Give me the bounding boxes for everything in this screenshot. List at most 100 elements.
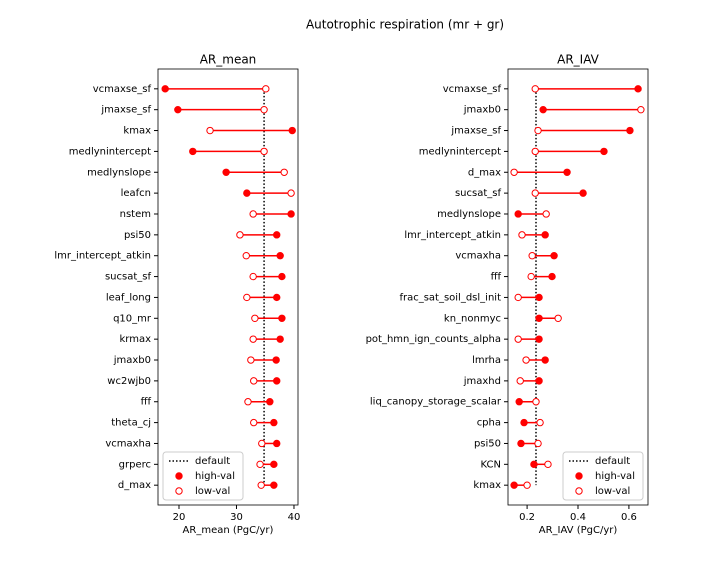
high-val-point <box>510 481 518 489</box>
y-tick-label: lmr_intercept_atkin <box>404 230 501 241</box>
low-val-point <box>236 231 244 239</box>
y-tick-label: pot_hmn_ign_counts_alpha <box>366 334 501 345</box>
low-val-point <box>532 398 540 406</box>
y-tick-label: kn_nonmyc <box>444 313 501 324</box>
low-val-point <box>242 252 250 260</box>
high-val-point <box>161 85 169 93</box>
low-val-point <box>554 314 562 322</box>
low-val-point <box>260 147 268 156</box>
y-tick-label: fff <box>491 272 502 283</box>
y-tick-label: medlynslope <box>437 209 501 220</box>
y-tick-label: liq_canopy_storage_scalar <box>370 397 502 408</box>
high-val-point <box>222 168 230 176</box>
high-val-point <box>535 335 543 343</box>
high-val-point <box>243 189 251 197</box>
low-val-point <box>251 314 259 322</box>
legend-label: default <box>195 456 230 467</box>
low-val-point <box>243 293 251 302</box>
high-val-point <box>272 356 280 364</box>
low-val-point <box>514 293 522 302</box>
low-val-point <box>249 210 257 218</box>
legend-box <box>162 451 244 501</box>
low-val-point <box>258 439 266 448</box>
x-tick-label: 0.2 <box>519 512 535 523</box>
low-val-point <box>280 168 288 176</box>
y-tick-label: psi50 <box>474 438 501 449</box>
high-val-point <box>535 293 543 302</box>
y-tick-label: lmrha <box>472 355 501 366</box>
low-val-point <box>523 481 531 489</box>
low-val-point <box>544 460 552 469</box>
y-tick-label: d_max <box>118 480 151 491</box>
high-val-point <box>189 147 197 156</box>
low-val-point <box>516 377 524 385</box>
high-val-point <box>273 231 281 239</box>
high-val-point <box>278 314 286 322</box>
low-val-point <box>510 168 518 176</box>
low-val-point <box>249 335 257 343</box>
x-axis-label: AR_mean (PgC/yr) <box>183 525 274 536</box>
high-val-point <box>579 189 587 197</box>
high-val-point <box>276 252 284 260</box>
y-tick-label: d_max <box>468 167 501 178</box>
high-val-point <box>270 418 278 427</box>
y-tick-label: fff <box>141 397 152 408</box>
y-tick-label: vcmaxse_sf <box>443 84 502 95</box>
y-tick-label: sucsat_sf <box>105 272 152 283</box>
y-tick-label: vcmaxha <box>455 251 501 262</box>
y-tick-label: medlynslope <box>87 167 151 178</box>
y-tick-label: grperc <box>119 459 151 470</box>
high-val-point <box>634 85 642 93</box>
low-val-point <box>514 335 522 343</box>
axes-frame <box>507 68 649 506</box>
y-tick-label: sucsat_sf <box>455 188 502 199</box>
high-val-point <box>541 231 549 239</box>
high-val-point <box>600 147 608 156</box>
high-val-point <box>273 439 281 448</box>
y-tick-label: vcmaxha <box>105 438 151 449</box>
y-tick-label: medlynintercept <box>69 146 151 157</box>
low-val-point <box>249 272 257 281</box>
low-val-point <box>531 147 539 156</box>
low-val-point <box>206 126 214 135</box>
high-val-point <box>266 398 274 406</box>
x-tick-label: 0.6 <box>621 512 637 523</box>
low-val-point <box>534 126 542 135</box>
legend-label: high-val <box>195 471 235 482</box>
high-val-point <box>563 168 571 176</box>
high-val-point <box>514 210 522 218</box>
legend-label: default <box>595 456 630 467</box>
high-val-point <box>270 460 278 469</box>
low-val-point <box>637 105 645 114</box>
y-tick-label: nstem <box>120 209 151 220</box>
high-val-point <box>520 418 528 427</box>
low-val-point <box>287 189 295 197</box>
high-val-point <box>626 126 634 135</box>
x-axis-label: AR_IAV (PgC/yr) <box>539 525 618 536</box>
low-val-point <box>250 377 258 385</box>
subplot-title: AR_IAV <box>557 53 600 67</box>
x-tick-label: 30 <box>230 512 243 523</box>
legend-marker <box>575 472 583 480</box>
high-val-point <box>517 439 525 448</box>
y-tick-label: wc2wjb0 <box>107 376 151 387</box>
y-tick-label: frac_sat_soil_dsl_init <box>399 292 501 303</box>
high-val-point <box>530 460 538 469</box>
low-val-point <box>531 189 539 197</box>
low-val-point <box>247 356 255 364</box>
low-val-point <box>262 85 270 93</box>
figure-title: Autotrophic respiration (mr + gr) <box>306 18 504 32</box>
legend-marker <box>175 487 183 495</box>
low-val-point <box>244 398 252 406</box>
high-val-point <box>288 126 296 135</box>
y-tick-label: medlynintercept <box>419 146 501 157</box>
high-val-point <box>535 377 543 385</box>
y-tick-label: lmr_intercept_atkin <box>54 251 151 262</box>
y-tick-label: leaf_long <box>106 292 151 303</box>
low-val-point <box>528 252 536 260</box>
legend-marker <box>175 472 183 480</box>
low-val-point <box>250 418 258 427</box>
high-val-point <box>273 293 281 302</box>
y-tick-label: kmax <box>123 126 151 137</box>
low-val-point <box>260 105 268 114</box>
